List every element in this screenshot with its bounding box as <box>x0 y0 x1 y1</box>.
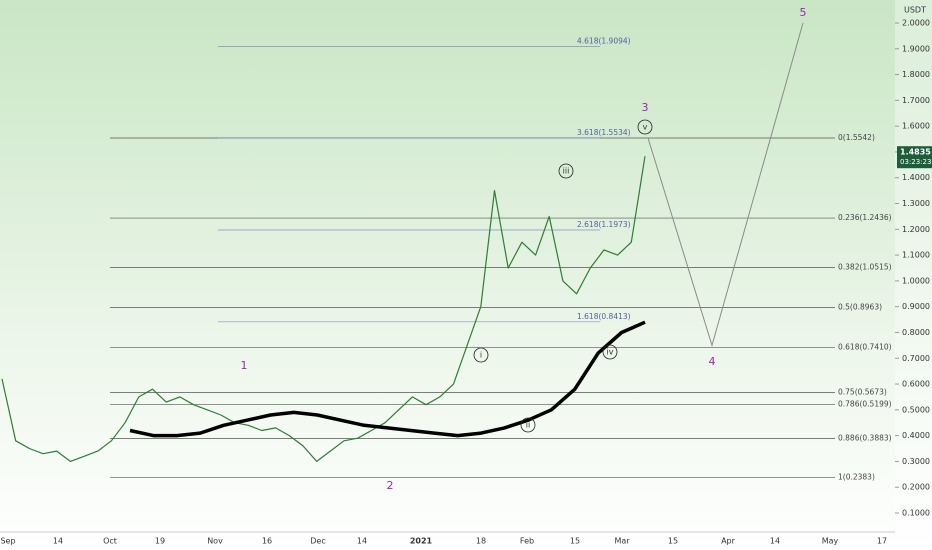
subwave-circle <box>558 163 574 179</box>
y-tick-label: 1.2000 <box>902 225 930 234</box>
wave-label: 1 <box>241 359 248 372</box>
fib-extension-label: 1.618(0.8413) <box>577 312 631 321</box>
y-tick-label: 0.8000 <box>902 328 930 337</box>
wave-label: 4 <box>709 355 716 368</box>
x-tick-label: May <box>822 537 839 546</box>
y-tick-label: 1.8000 <box>902 70 930 79</box>
y-tick-label: 0.4000 <box>902 431 930 440</box>
x-tick-label: 15 <box>668 537 678 546</box>
x-tick-label: 18 <box>476 537 486 546</box>
subwave-label: ii <box>526 421 530 430</box>
y-tick-label: 0.2000 <box>902 483 930 492</box>
projection <box>647 22 804 348</box>
subwave-circle <box>602 344 618 360</box>
x-tick-label: Oct <box>103 537 117 546</box>
subwave-circle <box>637 119 653 135</box>
current-price: 1.4835 <box>900 148 931 157</box>
x-tick-label: Mar <box>614 537 630 546</box>
fib-label: 0(1.5542) <box>838 133 875 142</box>
fib-label: 0.786(0.5199) <box>838 400 892 409</box>
fib-label: 0.236(1.2436) <box>838 213 892 222</box>
fib-label: 0.5(0.8963) <box>838 303 882 312</box>
y-tick-label: 1.0000 <box>902 276 930 285</box>
x-tick-label: 16 <box>262 537 272 546</box>
y-tick-label: 1.9000 <box>902 44 930 53</box>
subwave-label: iii <box>563 167 570 176</box>
axis-unit: USDT <box>904 6 926 15</box>
countdown: 03:23:23 <box>900 158 931 166</box>
subwave-label: iv <box>607 348 614 357</box>
x-tick-label: 17 <box>877 537 887 546</box>
x-tick-label: 19 <box>155 537 165 546</box>
x-tick-label: Dec <box>310 537 325 546</box>
fib-label: 0.75(0.5673) <box>838 387 887 396</box>
y-tick-label: 0.9000 <box>902 302 930 311</box>
subwave-circle <box>473 347 489 363</box>
x-tick-label: 14 <box>53 537 63 546</box>
y-tick-label: 0.5000 <box>902 405 930 414</box>
fib-label: 1(0.2383) <box>838 472 875 481</box>
y-tick-label: 0.1000 <box>902 509 930 518</box>
x-tick-label: Sep <box>0 537 15 546</box>
x-tick-label: Apr <box>721 537 736 546</box>
wave-label: 3 <box>642 101 649 114</box>
fib-label: 0.886(0.3883) <box>838 434 892 443</box>
moving-average <box>129 320 646 438</box>
price-line <box>1 156 646 462</box>
y-tick-label: 2.0000 <box>902 19 930 28</box>
x-tick-label: 15 <box>570 537 580 546</box>
fib-label: 0.382(1.0515) <box>838 263 892 272</box>
y-tick-label: 1.1000 <box>902 251 930 260</box>
price-axis-bg <box>895 0 932 532</box>
y-tick-label: 1.4000 <box>902 173 930 182</box>
current-price-box <box>897 146 932 169</box>
x-tick-label: Nov <box>207 537 223 546</box>
fib-extension-label: 2.618(1.1973) <box>577 220 631 229</box>
subwave-label: i <box>480 351 482 360</box>
wave-label: 2 <box>387 479 394 492</box>
y-tick-label: 1.7000 <box>902 96 930 105</box>
wave-label: 5 <box>800 6 807 19</box>
fib-extension-label: 3.618(1.5534) <box>577 128 631 137</box>
y-tick-label: 0.3000 <box>902 457 930 466</box>
fib-extension-label: 4.618(1.9094) <box>577 36 631 45</box>
x-tick-label: 14 <box>770 537 780 546</box>
y-tick-label: 1.6000 <box>902 122 930 131</box>
subwave-label: v <box>643 123 648 132</box>
y-tick-label: 0.7000 <box>902 354 930 363</box>
y-tick-label: 0.6000 <box>902 380 930 389</box>
y-tick-label: 1.3000 <box>902 199 930 208</box>
x-tick-label: 14 <box>357 537 367 546</box>
fib-label: 0.618(0.7410) <box>838 343 892 352</box>
x-tick-label: Feb <box>520 537 534 546</box>
x-tick-label: 2021 <box>410 537 433 546</box>
subwave-circle <box>520 417 536 433</box>
